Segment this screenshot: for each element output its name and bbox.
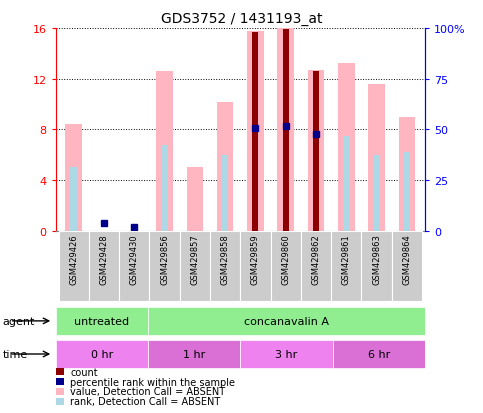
Text: percentile rank within the sample: percentile rank within the sample (70, 377, 235, 387)
Text: GSM429430: GSM429430 (130, 233, 139, 284)
Bar (343, 136, 350, 231)
Bar (71, 168, 77, 231)
Bar (241, 231, 270, 301)
Bar (313, 72, 319, 231)
Bar (333, 340, 425, 368)
Text: 6 hr: 6 hr (368, 349, 390, 359)
Bar (56, 340, 148, 368)
Text: untreated: untreated (74, 316, 129, 326)
Bar (217, 102, 233, 231)
Bar (301, 231, 331, 301)
Bar (373, 155, 380, 231)
Text: GSM429859: GSM429859 (251, 233, 260, 284)
Text: value, Detection Call = ABSENT: value, Detection Call = ABSENT (70, 387, 225, 396)
Bar (368, 85, 385, 231)
Bar (241, 340, 333, 368)
Text: GSM429860: GSM429860 (281, 233, 290, 284)
Bar (277, 29, 294, 231)
Bar (89, 231, 119, 301)
Text: GDS3752 / 1431193_at: GDS3752 / 1431193_at (161, 12, 322, 26)
Text: concanavalin A: concanavalin A (244, 316, 329, 326)
Bar (247, 31, 264, 231)
Bar (253, 33, 258, 231)
Bar (186, 168, 203, 231)
Bar (180, 231, 210, 301)
Text: GSM429857: GSM429857 (190, 233, 199, 284)
Bar (403, 153, 410, 231)
Text: 0 hr: 0 hr (91, 349, 113, 359)
Text: 1 hr: 1 hr (183, 349, 205, 359)
Text: GSM429858: GSM429858 (221, 233, 229, 284)
Bar (338, 64, 355, 231)
Bar (210, 231, 241, 301)
Text: GSM429426: GSM429426 (69, 233, 78, 284)
Bar (119, 231, 149, 301)
Bar (148, 340, 241, 368)
Text: count: count (70, 367, 98, 377)
Text: GSM429863: GSM429863 (372, 233, 381, 284)
Text: GSM429862: GSM429862 (312, 233, 321, 284)
Text: time: time (2, 349, 28, 359)
Text: GSM429428: GSM429428 (99, 233, 109, 284)
Bar (270, 231, 301, 301)
Bar (58, 231, 89, 301)
Bar (222, 155, 228, 231)
Bar (331, 231, 361, 301)
Bar (398, 117, 415, 231)
Bar (156, 72, 173, 231)
Bar (283, 30, 289, 231)
Bar (361, 231, 392, 301)
Text: 3 hr: 3 hr (275, 349, 298, 359)
Text: GSM429864: GSM429864 (402, 233, 412, 284)
Text: agent: agent (2, 316, 35, 326)
Bar (392, 231, 422, 301)
Bar (148, 307, 425, 335)
Text: GSM429861: GSM429861 (342, 233, 351, 284)
Text: rank, Detection Call = ABSENT: rank, Detection Call = ABSENT (70, 396, 220, 406)
Bar (56, 307, 148, 335)
Bar (308, 71, 325, 231)
Text: GSM429856: GSM429856 (160, 233, 169, 284)
Bar (65, 125, 82, 231)
Bar (161, 145, 168, 231)
Bar (149, 231, 180, 301)
